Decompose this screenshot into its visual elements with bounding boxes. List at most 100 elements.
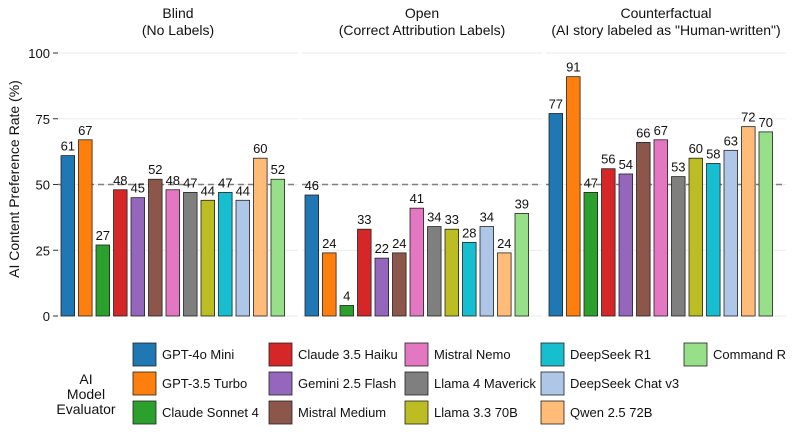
bar <box>671 176 686 317</box>
bar-value-label: 60 <box>689 141 703 156</box>
bar-value-label: 53 <box>671 160 685 175</box>
bar <box>514 213 530 317</box>
bar-value-label: 52 <box>271 162 285 177</box>
legend-swatch <box>404 371 429 396</box>
y-tick-label: 100 <box>28 46 50 61</box>
y-tick-label: 25 <box>36 243 50 258</box>
bar-value-label: 28 <box>462 225 476 240</box>
bar <box>723 149 739 317</box>
bar <box>427 226 442 317</box>
panel-subtitle: (Correct Attribution Labels) <box>339 22 506 38</box>
legend-label: Mistral Medium <box>298 405 386 420</box>
bar-value-label: 58 <box>706 146 720 161</box>
legend-swatch <box>268 342 293 367</box>
bar-value-label: 24 <box>392 236 406 251</box>
bar <box>741 126 756 317</box>
bar <box>270 178 286 317</box>
bar <box>218 191 233 317</box>
bar <box>706 163 721 317</box>
bar-value-label: 91 <box>566 60 580 75</box>
bar <box>548 113 564 317</box>
legend-label: Gemini 2.5 Flash <box>298 376 396 391</box>
y-axis-label: AI Content Preference Rate (%) <box>6 80 22 278</box>
legend-label: Mistral Nemo <box>434 347 511 362</box>
legend-label: Claude Sonnet 4 <box>162 405 259 420</box>
bar <box>95 244 111 317</box>
bar-value-label: 24 <box>322 236 336 251</box>
bar-value-label: 67 <box>78 123 92 138</box>
bar-value-label: 45 <box>131 181 145 196</box>
bar-value-label: 44 <box>201 183 215 198</box>
bar-value-label: 72 <box>741 110 755 125</box>
bar <box>758 131 774 317</box>
bar <box>462 241 477 317</box>
bar <box>183 191 198 317</box>
bar-value-label: 46 <box>305 178 319 193</box>
panel-subtitle: (No Labels) <box>142 22 214 38</box>
legend-label: Claude 3.5 Haiku <box>298 347 398 362</box>
legend-swatch <box>540 371 565 396</box>
legend-swatch <box>404 342 429 367</box>
bar <box>200 199 216 317</box>
legend-swatch <box>540 400 565 425</box>
legend-swatch <box>132 342 157 367</box>
bar-value-label: 27 <box>96 228 110 243</box>
bar-value-label: 77 <box>549 96 563 111</box>
bar-value-label: 61 <box>61 139 75 154</box>
bar-value-label: 34 <box>427 210 441 225</box>
bar <box>479 226 495 317</box>
panel-subtitle: (AI story labeled as "Human-written") <box>551 22 780 38</box>
legend-swatch <box>540 342 565 367</box>
bar <box>374 257 390 317</box>
bar <box>165 189 181 317</box>
bar <box>688 157 704 317</box>
bar <box>618 173 634 317</box>
legend-label: DeepSeek Chat v3 <box>570 376 679 391</box>
legend-swatch <box>683 342 708 367</box>
bar-value-label: 60 <box>253 141 267 156</box>
bar <box>601 168 616 317</box>
legend-title: AI <box>79 371 92 387</box>
bar-value-label: 34 <box>480 210 494 225</box>
bar-value-label: 63 <box>724 133 738 148</box>
legend-label: GPT-3.5 Turbo <box>162 376 247 391</box>
bar-value-label: 33 <box>445 212 459 227</box>
bar-value-label: 48 <box>166 173 180 188</box>
bar <box>566 76 581 317</box>
bar-value-label: 24 <box>497 236 511 251</box>
legend-label: Qwen 2.5 72B <box>570 405 652 420</box>
bar-value-label: 70 <box>759 115 773 130</box>
bar-value-label: 66 <box>636 125 650 140</box>
panel-title: Blind <box>162 5 193 21</box>
bar <box>322 252 337 317</box>
y-tick-label: 50 <box>36 178 50 193</box>
legend-label: GPT-4o Mini <box>162 347 234 362</box>
bar-value-label: 56 <box>601 152 615 167</box>
bar <box>339 305 355 317</box>
bar-value-label: 48 <box>113 173 127 188</box>
bar <box>653 139 669 317</box>
legend-swatch <box>404 400 429 425</box>
bar <box>253 157 268 317</box>
legend-swatch <box>268 400 293 425</box>
bar-value-label: 47 <box>183 175 197 190</box>
bar-value-label: 44 <box>236 183 250 198</box>
bar <box>357 228 372 317</box>
bar-value-label: 47 <box>218 175 232 190</box>
legend-title: Evaluator <box>56 401 115 417</box>
bar <box>304 194 320 317</box>
legend-swatch <box>268 371 293 396</box>
legend-label: Llama 4 Maverick <box>434 376 536 391</box>
bar-value-label: 54 <box>619 157 633 172</box>
legend-label: DeepSeek R1 <box>570 347 651 362</box>
bar-value-label: 4 <box>343 288 350 303</box>
bar <box>636 142 651 317</box>
bar <box>409 207 425 317</box>
bar-value-label: 33 <box>357 212 371 227</box>
bar <box>497 252 512 317</box>
legend-title: Model <box>67 386 105 402</box>
bar <box>113 189 128 317</box>
y-tick-label: 75 <box>36 112 50 127</box>
bar <box>583 191 599 317</box>
